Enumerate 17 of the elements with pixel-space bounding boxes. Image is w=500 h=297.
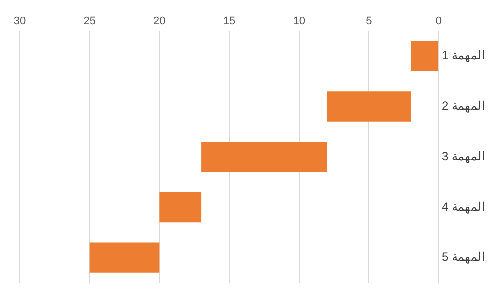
bar (202, 142, 328, 172)
x-tick-label: 5 (366, 16, 372, 28)
bar (411, 41, 438, 72)
y-tick-label: المهمة 1 (442, 48, 486, 63)
y-tick-label: المهمة 4 (442, 200, 486, 214)
bar (327, 92, 412, 122)
x-tick-label: 20 (154, 16, 166, 28)
x-tick-label: 0 (436, 16, 442, 28)
bar (160, 192, 202, 223)
x-tick-label: 10 (293, 16, 306, 28)
x-tick-label: 30 (14, 16, 26, 28)
x-tick-label: 15 (223, 16, 236, 28)
y-tick-label: المهمة 3 (442, 149, 486, 164)
bar (90, 242, 160, 273)
y-tick-label: المهمة 2 (442, 99, 486, 114)
y-tick-label: المهمة 5 (442, 250, 486, 264)
x-tick-label: 25 (84, 16, 96, 28)
